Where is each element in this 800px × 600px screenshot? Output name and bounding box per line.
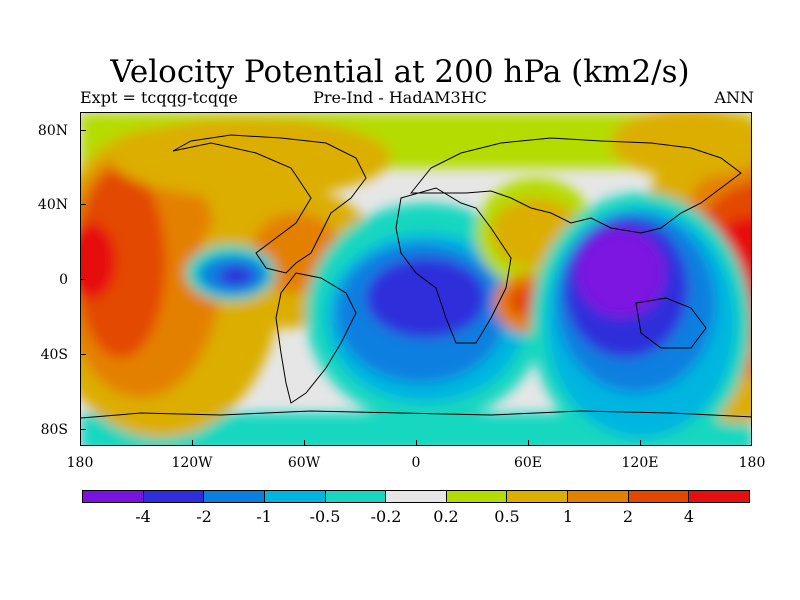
- colorbar-label: 1: [562, 507, 574, 526]
- lon-label-120e: 120E: [621, 455, 659, 471]
- lat-tick: [80, 130, 86, 131]
- fill-north-orange-1: [111, 118, 391, 198]
- season-label: ANN: [714, 88, 754, 107]
- colorbar-label: 4: [683, 507, 695, 526]
- lat-tick: [80, 204, 86, 205]
- lon-label-60e: 60E: [513, 455, 543, 471]
- colorbar-box: [83, 491, 144, 502]
- fill-atlantic-neg-4: [366, 258, 486, 338]
- lon-tick: [528, 440, 529, 446]
- contour-fill: [81, 113, 751, 445]
- lat-tick: [80, 279, 86, 280]
- plot-title: Velocity Potential at 200 hPa (km2/s): [110, 54, 690, 90]
- colorbar-box: [628, 491, 690, 502]
- colorbar-label: 0.2: [433, 507, 459, 526]
- colorbar-box: [507, 491, 569, 502]
- lon-label-0: 0: [411, 455, 421, 471]
- colorbar-box: [264, 491, 326, 502]
- lon-tick: [640, 440, 641, 446]
- colorbar-label: -4: [135, 507, 151, 526]
- lon-label-180-west: 180: [66, 455, 94, 471]
- colorbar-box: [143, 491, 205, 502]
- lat-label-0: 0: [59, 272, 68, 288]
- lat-label-40s: 40S: [40, 347, 68, 363]
- coastline-eurasia: [409, 137, 742, 234]
- lat-label-80n: 80N: [37, 123, 68, 139]
- colorbar: [82, 490, 750, 503]
- lon-tick: [416, 440, 417, 446]
- lon-label-60w: 60W: [287, 455, 321, 471]
- lat-tick: [80, 429, 86, 430]
- fill-pacific-west-3: [81, 168, 166, 358]
- colorbar-label: -0.5: [309, 507, 341, 526]
- colorbar-box: [386, 491, 447, 502]
- map-panel: [80, 112, 752, 446]
- lon-tick: [304, 440, 305, 446]
- coastline-south-america: [275, 272, 357, 404]
- coastline-africa: [395, 187, 512, 344]
- fill-epac-neg-3: [218, 266, 254, 286]
- colorbar-box: [446, 491, 508, 502]
- lat-label-80s: 80S: [40, 422, 68, 438]
- fill-indopac-neg-5: [576, 228, 666, 318]
- coastline-australia: [635, 297, 707, 349]
- colorbar-label: -0.2: [370, 507, 402, 526]
- colorbar-box: [689, 491, 750, 502]
- experiment-label: Expt = tcqqg-tcqqe: [80, 88, 238, 107]
- lon-label-180-east: 180: [738, 455, 766, 471]
- fill-north-orange-2: [611, 113, 751, 178]
- comparison-label: Pre-Ind - HadAM3HC: [313, 88, 487, 107]
- coastline-north-america: [172, 134, 367, 274]
- lat-label-40n: 40N: [37, 197, 68, 213]
- colorbar-label: -2: [196, 507, 212, 526]
- coastlines: [81, 134, 751, 419]
- fill-pacific-west-4: [81, 223, 116, 299]
- colorbar-box: [204, 491, 265, 502]
- colorbar-label: 2: [622, 507, 634, 526]
- lon-tick: [192, 440, 193, 446]
- lon-label-120w: 120W: [171, 455, 213, 471]
- coastline-antarctica: [81, 410, 751, 419]
- colorbar-box: [568, 491, 629, 502]
- velocity-potential-map: [81, 113, 751, 445]
- lat-tick: [80, 354, 86, 355]
- colorbar-label: 0.5: [494, 507, 520, 526]
- colorbar-label: -1: [256, 507, 272, 526]
- colorbar-box: [325, 491, 387, 502]
